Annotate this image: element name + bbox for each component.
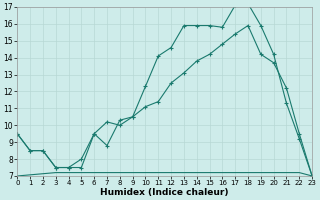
X-axis label: Humidex (Indice chaleur): Humidex (Indice chaleur) (100, 188, 229, 197)
